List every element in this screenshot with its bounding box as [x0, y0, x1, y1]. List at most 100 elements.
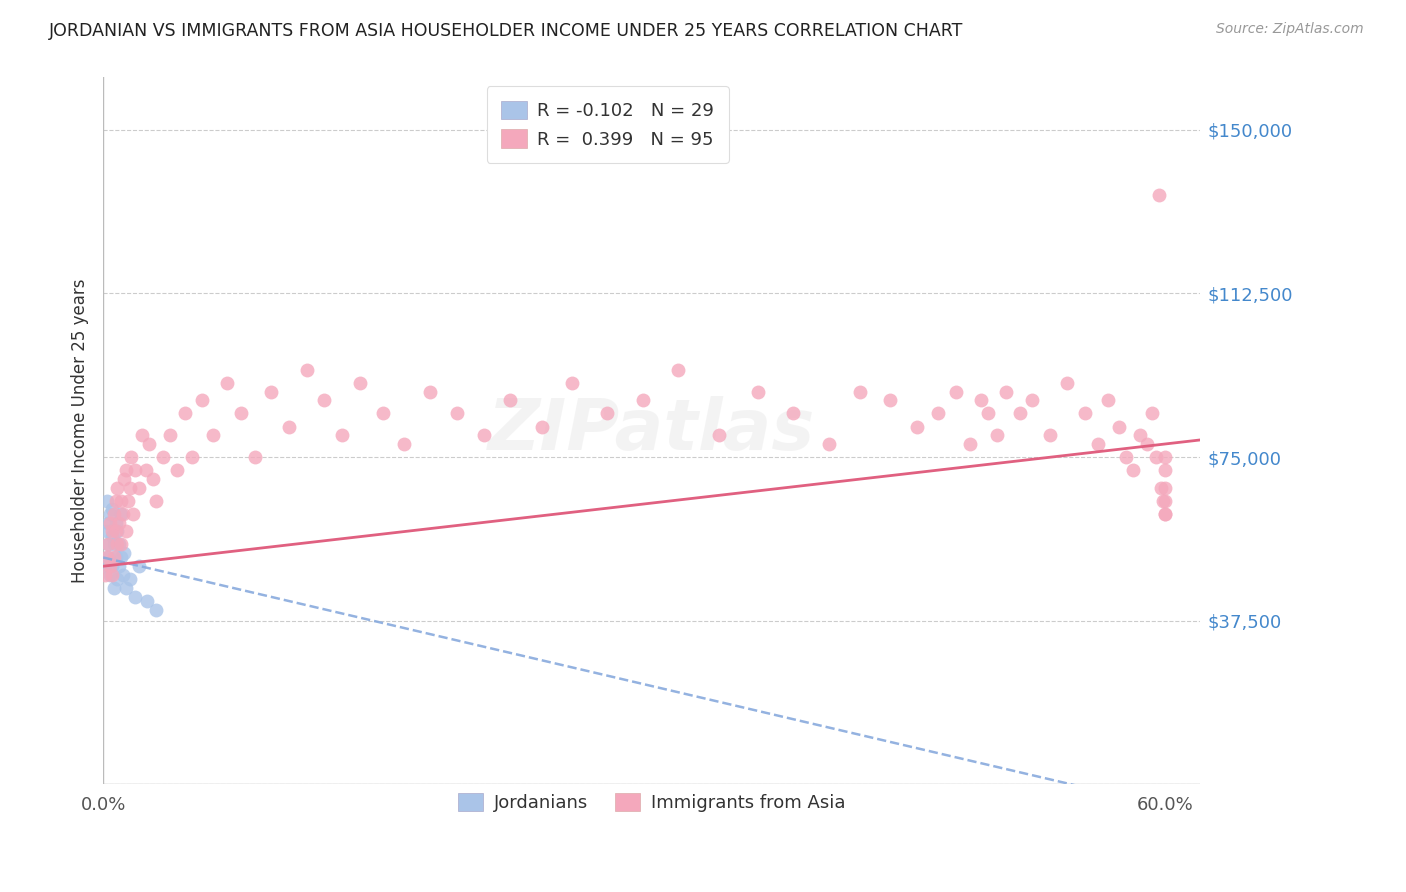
Point	[97, 537, 120, 551]
Point	[782, 407, 804, 421]
Text: Source: ZipAtlas.com: Source: ZipAtlas.com	[1216, 22, 1364, 37]
Point	[128, 481, 150, 495]
Point	[96, 524, 118, 539]
Point	[1153, 507, 1175, 521]
Point	[1108, 419, 1130, 434]
Text: JORDANIAN VS IMMIGRANTS FROM ASIA HOUSEHOLDER INCOME UNDER 25 YEARS CORRELATION : JORDANIAN VS IMMIGRANTS FROM ASIA HOUSEH…	[49, 22, 963, 40]
Point	[446, 407, 468, 421]
Point	[135, 463, 157, 477]
Point	[97, 516, 120, 530]
Point	[112, 546, 135, 560]
Y-axis label: Householder Income Under 25 years: Householder Income Under 25 years	[72, 278, 89, 583]
Text: ZIPatlas: ZIPatlas	[488, 396, 815, 466]
Point	[945, 384, 967, 399]
Point	[105, 537, 128, 551]
Point	[747, 384, 769, 399]
Point	[191, 393, 214, 408]
Point	[111, 568, 134, 582]
Point	[120, 450, 142, 464]
Point	[977, 407, 1000, 421]
Point	[108, 559, 131, 574]
Point	[927, 407, 949, 421]
Point	[115, 581, 138, 595]
Point	[986, 428, 1008, 442]
Point	[101, 559, 124, 574]
Point	[103, 507, 125, 521]
Point	[124, 463, 146, 477]
Point	[110, 493, 132, 508]
Point	[145, 493, 167, 508]
Point	[245, 450, 267, 464]
Point	[1074, 407, 1097, 421]
Point	[231, 407, 253, 421]
Point	[97, 537, 120, 551]
Point	[970, 393, 993, 408]
Point	[215, 376, 238, 390]
Point	[104, 516, 127, 530]
Point	[122, 507, 145, 521]
Point	[1122, 463, 1144, 477]
Point	[105, 572, 128, 586]
Point	[103, 537, 125, 551]
Point	[112, 472, 135, 486]
Point	[530, 419, 553, 434]
Point	[1153, 450, 1175, 464]
Point	[142, 472, 165, 486]
Point	[103, 550, 125, 565]
Point	[96, 493, 118, 508]
Point	[959, 437, 981, 451]
Point	[277, 419, 299, 434]
Point	[131, 428, 153, 442]
Point	[110, 550, 132, 565]
Point	[1150, 481, 1173, 495]
Point	[666, 363, 689, 377]
Point	[110, 507, 132, 521]
Point	[108, 516, 131, 530]
Point	[118, 572, 141, 586]
Point	[115, 524, 138, 539]
Point	[111, 507, 134, 521]
Point	[180, 450, 202, 464]
Point	[173, 407, 195, 421]
Point	[103, 581, 125, 595]
Point	[1039, 428, 1062, 442]
Point	[110, 537, 132, 551]
Point	[707, 428, 730, 442]
Point	[1153, 493, 1175, 508]
Point	[1149, 188, 1171, 202]
Point	[1008, 407, 1031, 421]
Point	[98, 507, 121, 521]
Point	[98, 516, 121, 530]
Point	[1142, 407, 1164, 421]
Point	[1152, 493, 1174, 508]
Point	[879, 393, 901, 408]
Legend: Jordanians, Immigrants from Asia: Jordanians, Immigrants from Asia	[444, 780, 858, 825]
Point	[105, 481, 128, 495]
Point	[472, 428, 495, 442]
Point	[295, 363, 318, 377]
Point	[1144, 450, 1167, 464]
Point	[596, 407, 619, 421]
Point	[1153, 463, 1175, 477]
Point	[118, 481, 141, 495]
Point	[104, 524, 127, 539]
Point	[499, 393, 522, 408]
Point	[994, 384, 1017, 399]
Point	[371, 407, 394, 421]
Point	[1097, 393, 1119, 408]
Point	[1153, 481, 1175, 495]
Point	[94, 568, 117, 582]
Point	[201, 428, 224, 442]
Point	[1021, 393, 1043, 408]
Point	[392, 437, 415, 451]
Point	[849, 384, 872, 399]
Point	[117, 493, 139, 508]
Point	[260, 384, 283, 399]
Point	[159, 428, 181, 442]
Point	[124, 590, 146, 604]
Point	[101, 502, 124, 516]
Point	[166, 463, 188, 477]
Point	[145, 603, 167, 617]
Point	[1136, 437, 1159, 451]
Point	[104, 550, 127, 565]
